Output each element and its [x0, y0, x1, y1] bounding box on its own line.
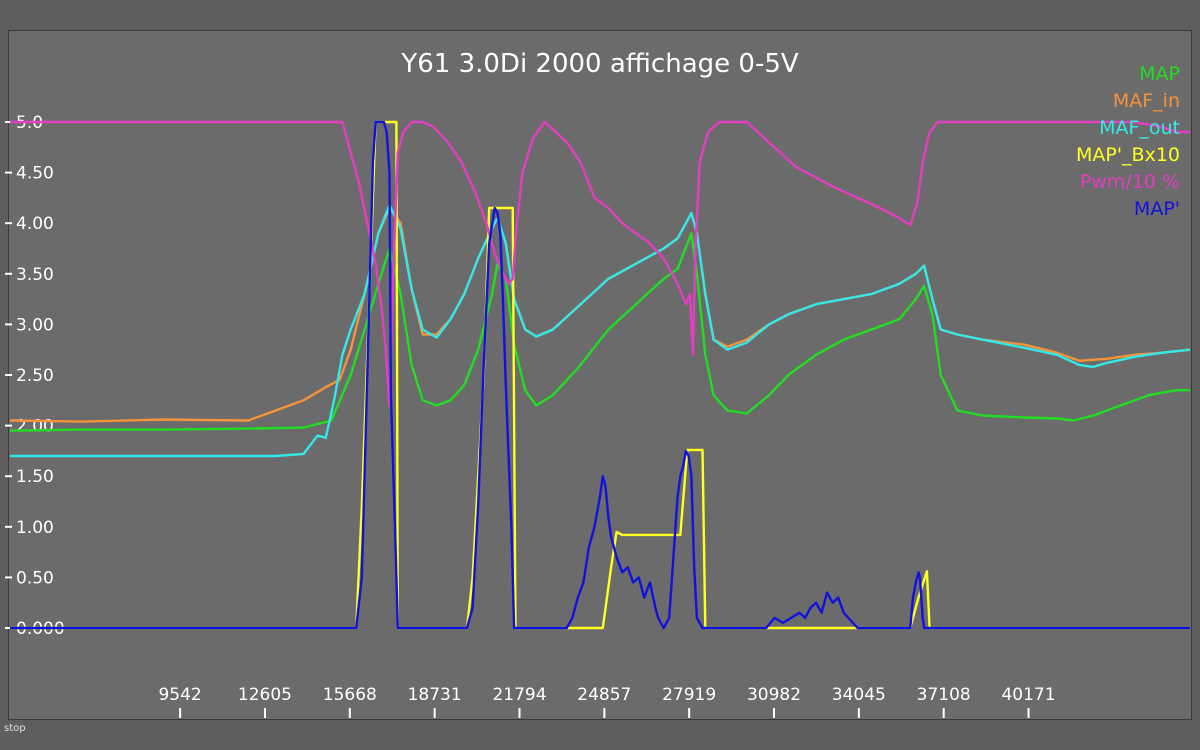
x-tick-label: 30982 [747, 685, 801, 705]
x-tick-label: 12605 [238, 685, 292, 705]
x-tick-label: 40171 [1001, 685, 1055, 705]
x-tick-label: 34045 [832, 685, 886, 705]
series-line-3 [10, 120, 1190, 630]
legend-entry-1: MAF_in [1113, 90, 1180, 112]
status-text: stop [4, 723, 26, 734]
y-tick-label: 3.50 [16, 265, 54, 285]
series-lines [9, 120, 1191, 630]
legend-entry-4: Pwm/10 % [1080, 171, 1180, 193]
legend-entry-5: MAP' [1134, 198, 1180, 220]
y-axis: 0.0000.501.001.502.002.503.003.504.004.5… [5, 113, 65, 639]
y-tick-label: 4.50 [16, 164, 54, 184]
x-tick-label: 18731 [408, 685, 462, 705]
x-axis: 9542 12605 15668 18731 21794 24857 27919 30982 3… [158, 685, 1056, 718]
chart-title: Y61 3.0Di 2000 affichage 0-5V [400, 49, 799, 79]
x-tick-label: 24857 [577, 685, 631, 705]
legend-entry-3: MAP'_Bx10 [1076, 144, 1180, 166]
legend-entry-0: MAP [1139, 63, 1180, 85]
series-line-5 [10, 120, 1190, 630]
series-line-1 [9, 206, 1191, 423]
y-tick-label: 0.50 [16, 568, 54, 588]
y-tick-label: 4.00 [16, 214, 54, 234]
x-tick-label: 37108 [917, 685, 971, 705]
series-line-4 [10, 120, 1190, 407]
x-tick-label: 15668 [323, 685, 377, 705]
series-line-0 [9, 232, 1190, 432]
series-line-2 [10, 203, 1191, 458]
y-tick-label: 1.00 [16, 518, 54, 538]
legend: MAP MAF_in MAF_out MAP'_Bx10 Pwm/10 % MAP' [1076, 63, 1180, 220]
x-tick-label: 27919 [662, 685, 716, 705]
plot-area [8, 30, 1192, 720]
y-tick-label: 3.00 [16, 315, 54, 335]
y-tick-label: 2.50 [16, 366, 54, 386]
legend-entry-2: MAF_out [1099, 117, 1180, 139]
x-tick-label: 9542 [158, 685, 201, 705]
y-tick-label: 1.50 [16, 467, 54, 487]
x-tick-label: 21794 [492, 685, 546, 705]
